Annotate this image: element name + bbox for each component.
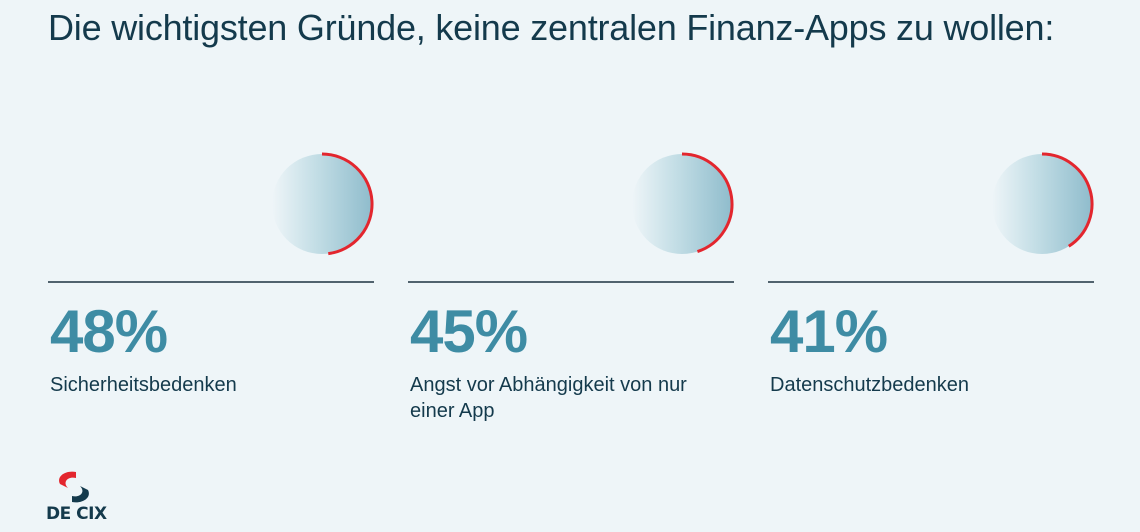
gauge-disc: [632, 154, 732, 254]
divider-line: [48, 281, 374, 283]
gauge-disc: [992, 154, 1092, 254]
stat-value: 48%: [50, 298, 168, 365]
gauge-arc: [1041, 152, 1094, 248]
stat-label: Sicherheitsbedenken: [50, 374, 237, 396]
logo-text: DE CIX: [46, 504, 107, 524]
gauge-arc: [321, 152, 374, 256]
gauge-icon: [272, 152, 374, 256]
chart-title: Die wichtigsten Gründe, keine zentralen …: [48, 7, 1055, 48]
stat-value: 45%: [410, 298, 528, 365]
divider-line: [768, 281, 1094, 283]
stat-card-1: 48% Sicherheitsbedenken: [48, 150, 374, 450]
stat-value: 41%: [770, 298, 888, 365]
gauge-icon: [992, 152, 1094, 254]
decix-logo: DE CIX: [46, 470, 107, 526]
stat-card-2: 45% Angst vor Abhängigkeit von nur einer…: [408, 150, 734, 450]
stat-label: Angst vor Abhängigkeit von nur einer App: [410, 374, 687, 422]
logo-swoosh-icon: [59, 471, 89, 503]
gauge-arc: [681, 152, 734, 253]
stat-card-3: 41% Datenschutzbedenken: [768, 150, 1094, 450]
divider-line: [408, 281, 734, 283]
gauge-disc: [272, 154, 372, 254]
stat-label: Datenschutzbedenken: [770, 374, 970, 396]
gauge-icon: [632, 152, 734, 254]
